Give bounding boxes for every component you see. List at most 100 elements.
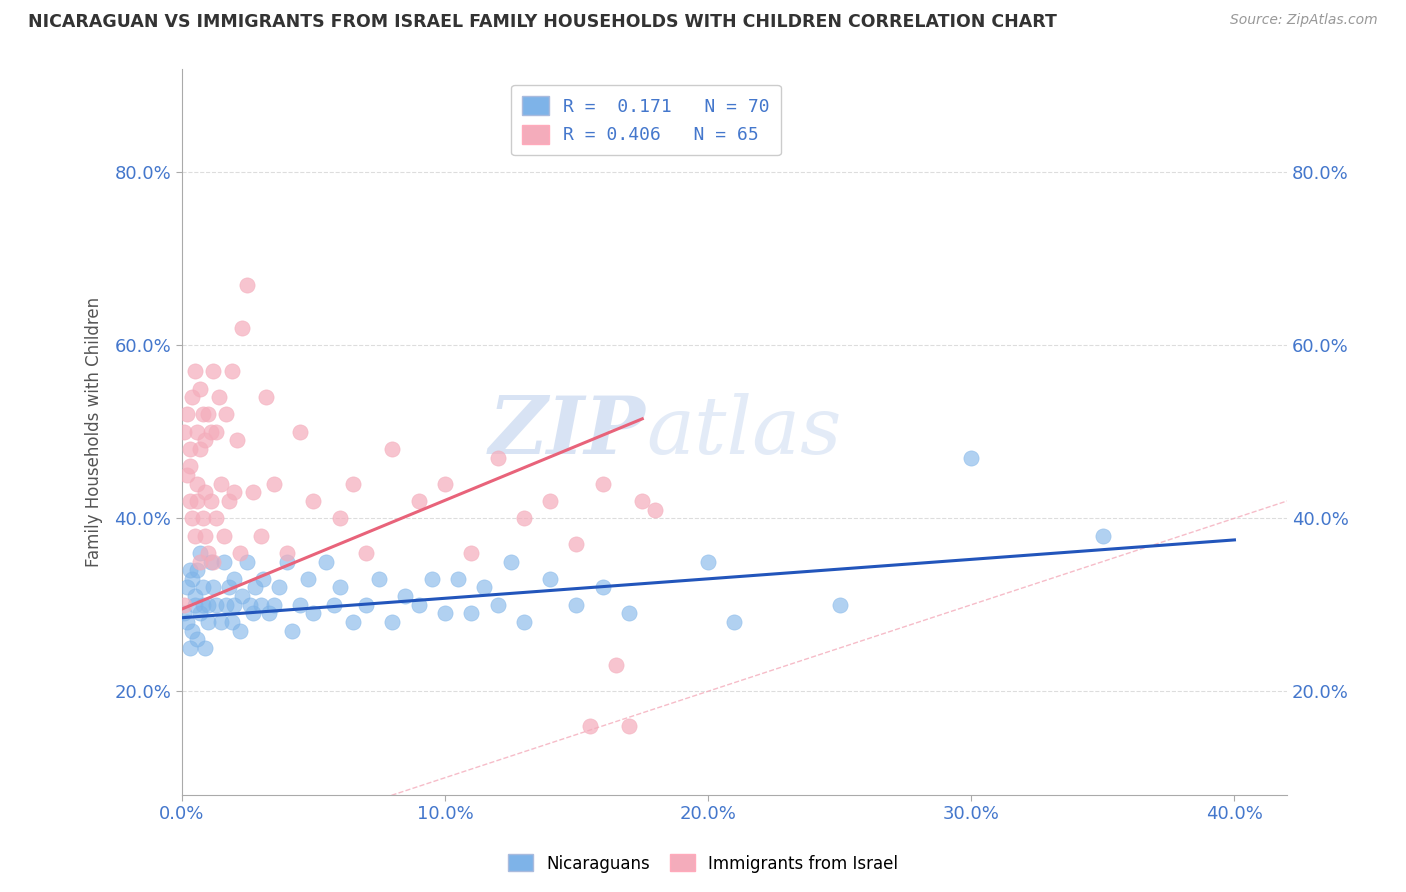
Point xyxy=(194,528,217,542)
Point xyxy=(184,364,207,378)
Point xyxy=(200,494,222,508)
Point xyxy=(267,581,290,595)
Legend: Nicaraguans, Immigrants from Israel: Nicaraguans, Immigrants from Israel xyxy=(501,847,905,880)
Point xyxy=(197,546,219,560)
Point xyxy=(254,390,277,404)
Point xyxy=(472,581,495,595)
Point xyxy=(176,408,198,422)
Point xyxy=(176,581,198,595)
Point xyxy=(281,624,304,638)
Point xyxy=(200,425,222,439)
Point xyxy=(538,494,561,508)
Point xyxy=(960,450,983,465)
Point xyxy=(1091,528,1114,542)
Point xyxy=(191,581,214,595)
Point xyxy=(236,277,259,292)
Point xyxy=(209,615,232,629)
Point xyxy=(236,555,259,569)
Point xyxy=(186,425,208,439)
Point xyxy=(191,511,214,525)
Point xyxy=(212,528,235,542)
Point xyxy=(188,607,211,621)
Point xyxy=(228,546,250,560)
Point xyxy=(224,598,246,612)
Point xyxy=(368,572,391,586)
Point xyxy=(202,581,225,595)
Point xyxy=(486,450,509,465)
Point xyxy=(188,382,211,396)
Point xyxy=(460,546,482,560)
Point xyxy=(181,511,204,525)
Point xyxy=(302,494,325,508)
Point xyxy=(221,364,243,378)
Point xyxy=(179,563,201,577)
Point xyxy=(408,494,430,508)
Point xyxy=(354,598,377,612)
Point xyxy=(173,598,195,612)
Point xyxy=(486,598,509,612)
Point xyxy=(197,408,219,422)
Point xyxy=(202,364,225,378)
Point xyxy=(513,615,536,629)
Point xyxy=(249,528,271,542)
Point xyxy=(263,598,285,612)
Point xyxy=(447,572,470,586)
Point xyxy=(194,640,217,655)
Point xyxy=(617,719,640,733)
Point xyxy=(239,598,262,612)
Point xyxy=(179,459,201,474)
Point xyxy=(202,555,225,569)
Point xyxy=(249,598,271,612)
Point xyxy=(176,468,198,483)
Text: Source: ZipAtlas.com: Source: ZipAtlas.com xyxy=(1230,13,1378,28)
Point xyxy=(329,581,352,595)
Point xyxy=(194,485,217,500)
Point xyxy=(828,598,851,612)
Point xyxy=(394,589,416,603)
Point xyxy=(592,581,614,595)
Point xyxy=(329,511,352,525)
Point xyxy=(297,572,319,586)
Point xyxy=(191,598,214,612)
Point xyxy=(433,476,456,491)
Point xyxy=(231,321,253,335)
Point xyxy=(186,494,208,508)
Point xyxy=(242,485,264,500)
Point xyxy=(381,615,404,629)
Point xyxy=(231,589,253,603)
Point xyxy=(188,555,211,569)
Point xyxy=(179,442,201,456)
Point xyxy=(209,476,232,491)
Point xyxy=(420,572,443,586)
Point xyxy=(205,598,228,612)
Text: NICARAGUAN VS IMMIGRANTS FROM ISRAEL FAMILY HOUSEHOLDS WITH CHILDREN CORRELATION: NICARAGUAN VS IMMIGRANTS FROM ISRAEL FAM… xyxy=(28,13,1057,31)
Point xyxy=(257,607,280,621)
Point xyxy=(173,607,195,621)
Point xyxy=(186,632,208,647)
Legend: R =  0.171   N = 70, R = 0.406   N = 65: R = 0.171 N = 70, R = 0.406 N = 65 xyxy=(510,85,780,155)
Point xyxy=(181,624,204,638)
Point xyxy=(617,607,640,621)
Point xyxy=(538,572,561,586)
Point xyxy=(176,615,198,629)
Point xyxy=(197,598,219,612)
Point xyxy=(565,598,588,612)
Point xyxy=(276,546,298,560)
Point xyxy=(188,546,211,560)
Point xyxy=(578,719,600,733)
Point xyxy=(315,555,337,569)
Point xyxy=(215,408,238,422)
Point xyxy=(433,607,456,621)
Point xyxy=(205,425,228,439)
Text: ZIP: ZIP xyxy=(489,393,645,471)
Point xyxy=(224,572,246,586)
Point xyxy=(408,598,430,612)
Point xyxy=(228,624,250,638)
Point xyxy=(276,555,298,569)
Point xyxy=(288,425,311,439)
Point xyxy=(565,537,588,551)
Point xyxy=(288,598,311,612)
Point xyxy=(184,528,207,542)
Point xyxy=(188,442,211,456)
Point xyxy=(179,494,201,508)
